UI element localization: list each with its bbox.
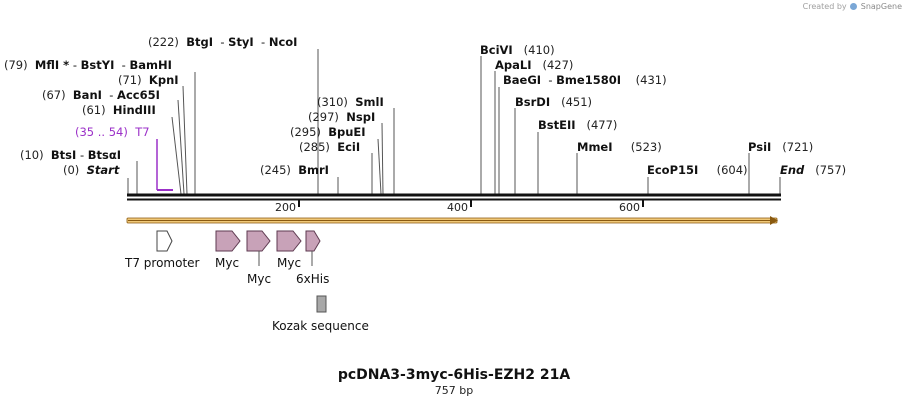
orf-arrow[interactable] [126, 216, 778, 225]
site-label-bci[interactable]: BciVI (410) [480, 43, 555, 57]
site-label-ecop[interactable]: EcoP15I (604) [647, 163, 748, 177]
site-label-sml[interactable]: (310) SmlI [317, 95, 384, 109]
feature-t7-promoter[interactable] [156, 230, 173, 252]
feature-myc-2[interactable] [246, 230, 271, 266]
site-label-mfl[interactable]: (79) MflI * - BstYI - BamHI [4, 58, 172, 72]
site-label-nsp[interactable]: (297) NspI [308, 110, 376, 124]
site-label-apa[interactable]: ApaLI (427) [495, 58, 574, 72]
site-label-bpue[interactable]: (295) BpuEI [290, 125, 366, 139]
site-label-ban[interactable]: (67) BanI - Acc65I [42, 88, 160, 102]
feature-label-6xhis: 6xHis [296, 272, 330, 286]
site-label-kpn[interactable]: (71) KpnI [118, 73, 179, 87]
ruler-label-200: 200 [275, 201, 296, 214]
snapgene-name: SnapGene [860, 2, 902, 11]
site-label-psi[interactable]: PsiI (721) [748, 140, 814, 154]
site-label-end[interactable]: End (757) [780, 163, 847, 177]
feature-kozak[interactable] [316, 295, 327, 313]
site-label-mme[interactable]: MmeI (523) [577, 140, 662, 154]
ruler-ticks [298, 199, 644, 207]
created-by-text: Created by [802, 2, 847, 11]
site-label-start[interactable]: (0) Start [63, 163, 120, 177]
feature-label-kozak: Kozak sequence [272, 319, 369, 333]
site-label-bsr[interactable]: BsrDI (451) [515, 95, 593, 109]
feature-label-t7-promoter: T7 promoter [125, 256, 200, 270]
feature-label-myc-3: Myc [277, 256, 302, 270]
site-label-bae[interactable]: BaeGI - Bme1580I (431) [503, 73, 667, 87]
site-lines [127, 49, 781, 195]
snapgene-brand: Created by SnapGene [803, 2, 902, 11]
feature-myc-3[interactable] [276, 230, 302, 252]
plasmid-title: pcDNA3-3myc-6His-EZH2 21A [337, 367, 571, 383]
site-label-eci[interactable]: (285) EciI [299, 140, 361, 154]
site-label-bts[interactable]: (10) BtsI - BtsαI [20, 148, 122, 162]
primer-label-t7[interactable]: (35 .. 54) T7 [75, 125, 150, 139]
feature-6xhis[interactable] [305, 230, 321, 266]
site-label-hind[interactable]: (61) HindIII [82, 103, 156, 117]
line-bpue [377, 138, 382, 195]
site-label-bmr[interactable]: (245) BmrI [260, 163, 329, 177]
plasmid-size: 757 bp [434, 384, 474, 397]
feature-label-myc-2: Myc [247, 272, 272, 286]
line-kpn [182, 85, 188, 195]
t7-primer-mark[interactable] [156, 139, 173, 191]
line-ban [177, 99, 185, 195]
line-hind [171, 116, 182, 195]
line-nsp [381, 122, 384, 195]
ruler-label-400: 400 [447, 201, 468, 214]
ruler-label-600: 600 [619, 201, 640, 214]
snapgene-logo-icon [850, 3, 858, 10]
site-label-bste[interactable]: BstEII (477) [538, 118, 618, 132]
sequence-backbone [127, 193, 781, 201]
feature-myc-1[interactable] [215, 230, 241, 252]
site-label-btg[interactable]: (222) BtgI - StyI - NcoI [148, 35, 298, 49]
feature-label-myc-1: Myc [215, 256, 240, 270]
